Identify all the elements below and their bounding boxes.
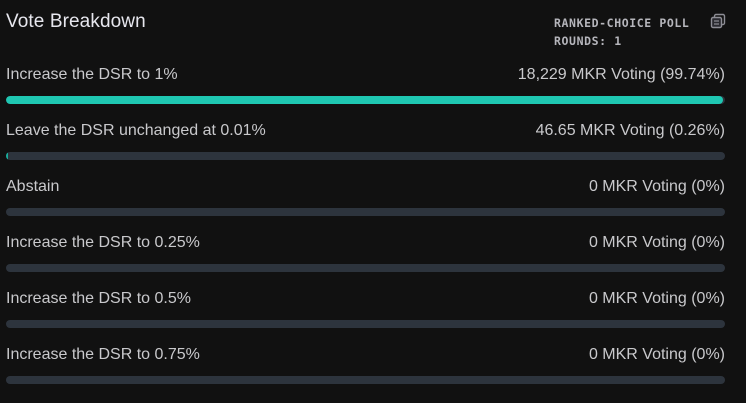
vote-bar-track — [6, 152, 725, 160]
option-label: Increase the DSR to 0.75% — [6, 346, 200, 363]
option-label: Increase the DSR to 0.25% — [6, 234, 200, 251]
vote-option-4: Increase the DSR to 0.25% 0 MKR Voting (… — [6, 232, 726, 288]
vote-options-list: Increase the DSR to 1% 18,229 MKR Voting… — [6, 64, 726, 400]
vote-option-6: Increase the DSR to 0.75% 0 MKR Voting (… — [6, 344, 726, 400]
poll-meta: RANKED-CHOICE POLL ROUNDS: 1 — [554, 14, 689, 50]
vote-bar-track — [6, 376, 725, 384]
option-votes: 0 MKR Voting (0%) — [588, 346, 725, 363]
vote-bar-track — [6, 96, 725, 104]
option-votes: 0 MKR Voting (0%) — [588, 234, 725, 251]
copy-icon[interactable] — [710, 13, 726, 29]
vote-bar-fill — [6, 152, 8, 160]
vote-option-2: Leave the DSR unchanged at 0.01% 46.65 M… — [6, 120, 726, 176]
vote-bar-track — [6, 320, 725, 328]
vote-option-1: Increase the DSR to 1% 18,229 MKR Voting… — [6, 64, 726, 120]
option-votes: 0 MKR Voting (0%) — [588, 290, 725, 307]
rounds-label: ROUNDS: 1 — [554, 34, 622, 48]
option-votes: 46.65 MKR Voting (0.26%) — [535, 122, 725, 139]
vote-bar-track — [6, 264, 725, 272]
vote-option-5: Increase the DSR to 0.5% 0 MKR Voting (0… — [6, 288, 726, 344]
vote-option-3: Abstain 0 MKR Voting (0%) — [6, 176, 726, 232]
option-votes: 18,229 MKR Voting (99.74%) — [517, 66, 725, 83]
option-votes: 0 MKR Voting (0%) — [588, 178, 725, 195]
page-title: Vote Breakdown — [6, 11, 146, 32]
option-label: Leave the DSR unchanged at 0.01% — [6, 122, 266, 139]
vote-bar-fill — [6, 96, 724, 104]
vote-bar-track — [6, 208, 725, 216]
option-label: Increase the DSR to 0.5% — [6, 290, 191, 307]
poll-type-label: RANKED-CHOICE POLL — [554, 16, 690, 30]
option-label: Increase the DSR to 1% — [6, 66, 178, 83]
option-label: Abstain — [6, 178, 60, 195]
